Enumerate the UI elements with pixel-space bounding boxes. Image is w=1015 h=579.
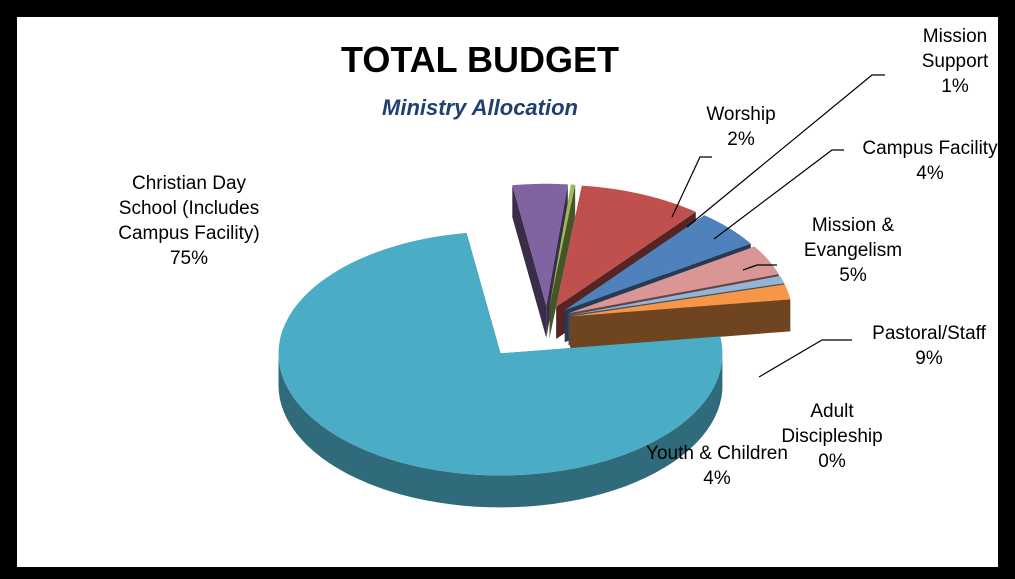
slice-top-face [570, 284, 791, 317]
slice-label-7: Worship 2% [706, 104, 775, 150]
slice-label-4: Mission & Evangelism 5% [804, 215, 902, 286]
slice-cut-face [512, 185, 547, 338]
slice-labels: Christian Day School (Includes Campus Faci… [118, 26, 998, 489]
slice-side-wall [278, 352, 723, 508]
pie-slice-0 [278, 232, 723, 508]
pie-slice-2 [549, 184, 576, 338]
slice-cut-face [570, 299, 791, 349]
pie-slices [278, 183, 791, 508]
slice-label-6: Mission Support 1% [922, 26, 989, 97]
leader-line-6 [686, 74, 885, 228]
leader-lines [671, 74, 885, 378]
pie-chart: TOTAL BUDGET Ministry Allocation Christi… [118, 26, 998, 508]
slice-top-face [512, 183, 568, 306]
slice-top-face [564, 215, 751, 311]
slice-top-face [569, 275, 785, 316]
slice-label-3: Pastoral/Staff 9% [872, 323, 986, 369]
slice-cut-face [549, 184, 576, 338]
leader-line-7 [671, 156, 712, 218]
chart-title: TOTAL BUDGET [341, 39, 619, 80]
leader-line-3 [758, 339, 852, 378]
slice-top-face [278, 232, 723, 476]
slice-label-5: Campus Facility 4% [862, 138, 998, 184]
leader-line-5 [713, 149, 844, 240]
slice-top-face [549, 184, 576, 306]
leader-line-4 [742, 264, 777, 271]
slice-label-1: Youth & Children 4% [646, 443, 788, 489]
pie-slice-7 [570, 284, 791, 349]
slice-label-2: Adult Discipleship 0% [781, 401, 882, 472]
slice-label-0: Christian Day School (Includes Campus Faci… [118, 173, 259, 269]
chart-frame: TOTAL BUDGET Ministry Allocation Christi… [17, 17, 998, 567]
slice-top-face [568, 246, 779, 314]
slice-top-face [556, 185, 696, 307]
chart-subtitle: Ministry Allocation [382, 95, 578, 120]
